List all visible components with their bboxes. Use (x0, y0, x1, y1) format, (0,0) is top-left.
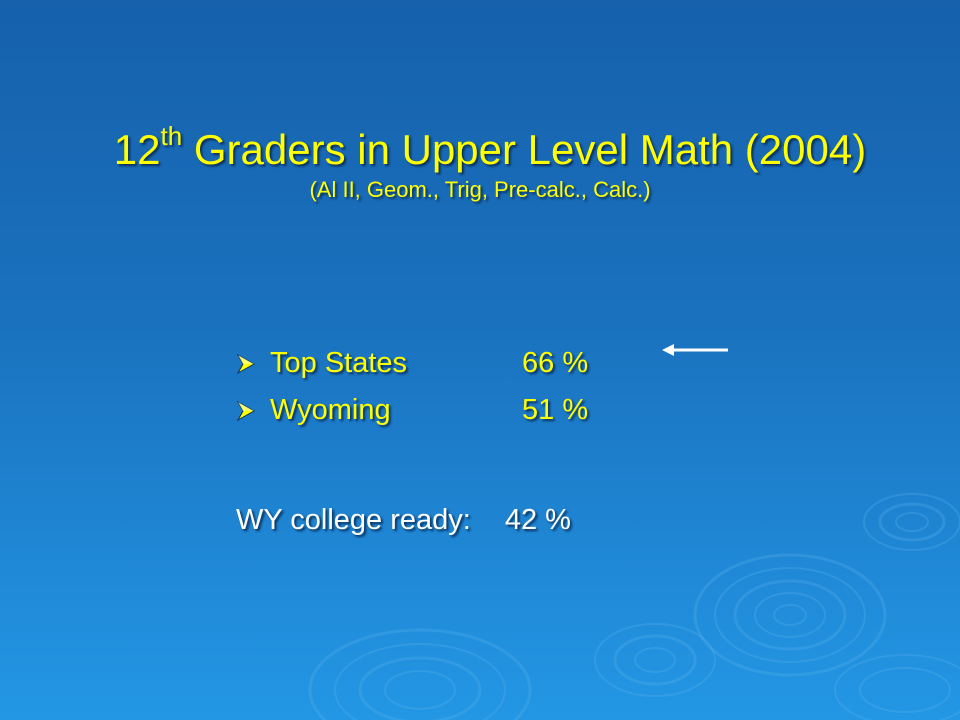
arrowhead-bullet-icon (236, 353, 256, 374)
bullet-label: Wyoming (270, 394, 391, 426)
title-block: 12th Graders in Upper Level Math (2004) … (0, 121, 960, 204)
title-number: 12 (113, 126, 161, 173)
footer-line: WY college ready: 42 % (236, 504, 571, 537)
list-item: Wyoming 51 % (234, 387, 588, 434)
list-item: Top States 66 % (234, 340, 588, 387)
slide-subtitle: (Al II, Geom., Trig, Pre-calc., Calc.) (309, 177, 651, 202)
bullet-label: Top States (270, 347, 408, 379)
footer-value: 42 % (504, 504, 571, 536)
bullet-list: Top States 66 % Wyoming 51 % (234, 340, 588, 434)
footer-label: WY college ready: (236, 504, 471, 536)
slide-title: 12th Graders in Upper Level Math (2004) (0, 121, 960, 176)
arrowhead-bullet-icon (236, 400, 256, 421)
title-rest: Graders in Upper Level Math (2004) (182, 126, 867, 173)
bullet-value: 66 % (522, 347, 589, 379)
title-superscript: th (160, 121, 183, 151)
left-arrow-icon (662, 344, 728, 356)
bullet-value: 51 % (522, 394, 589, 426)
